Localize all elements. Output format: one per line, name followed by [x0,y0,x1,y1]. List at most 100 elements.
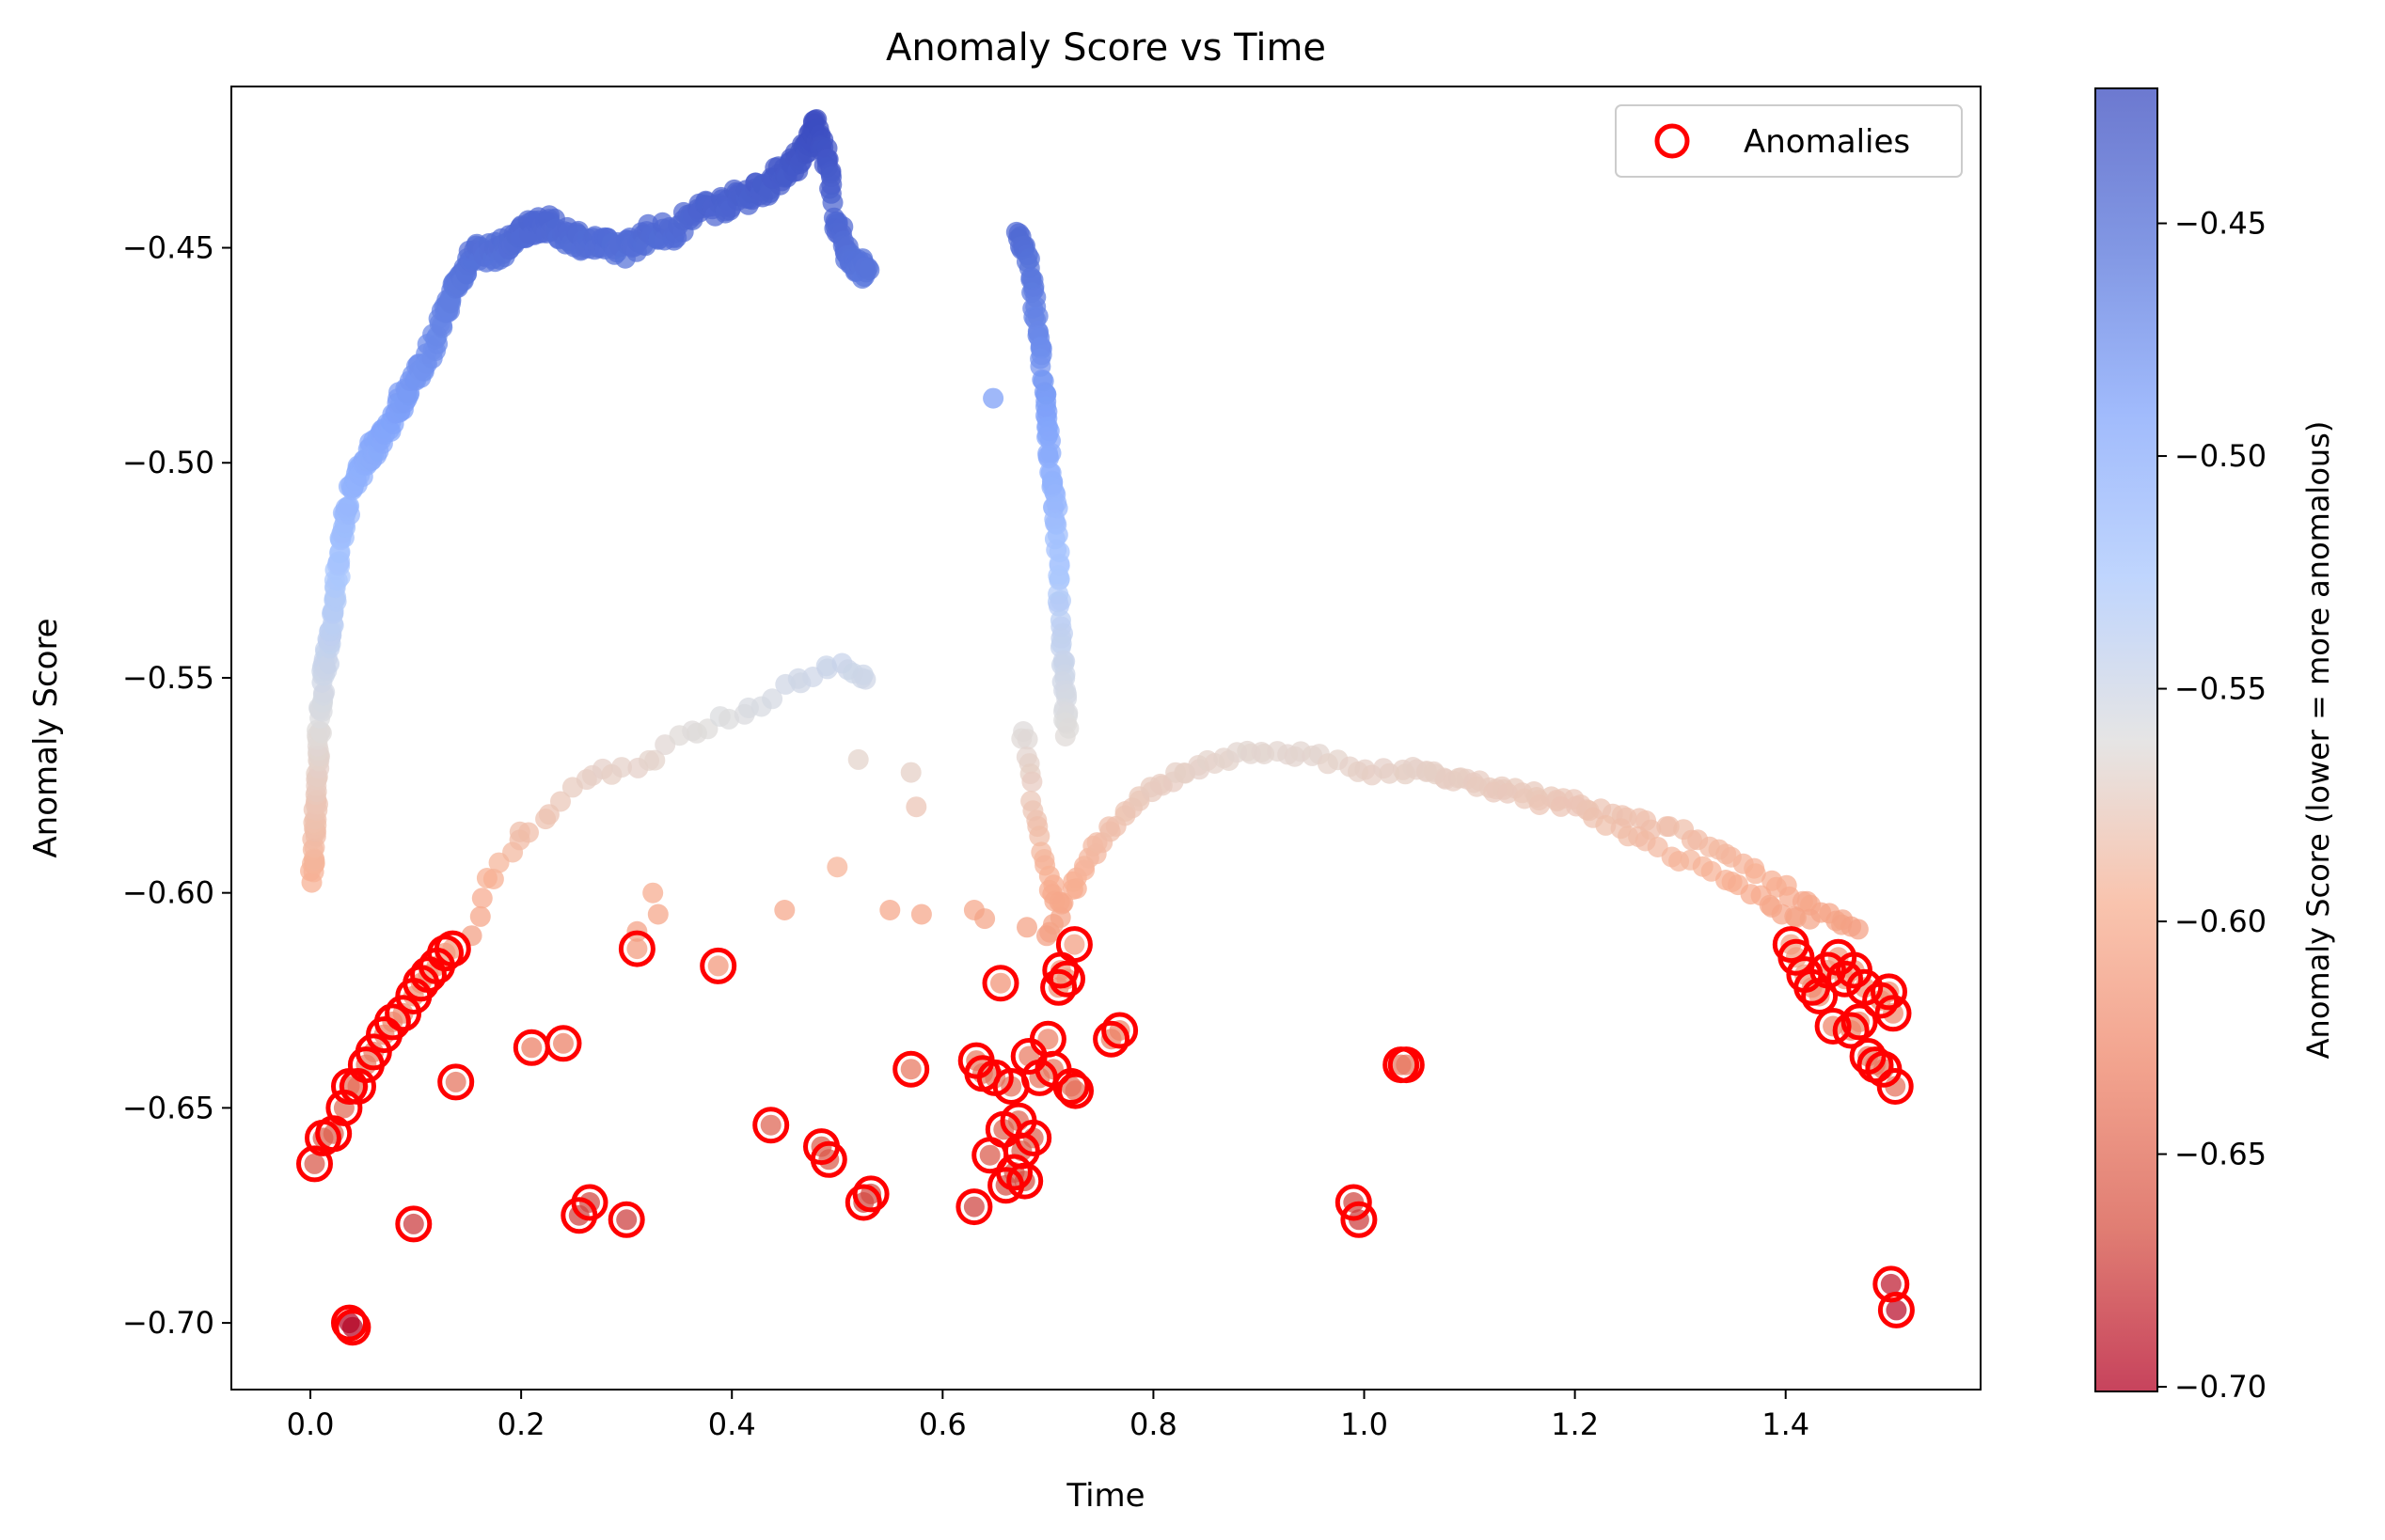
colorbar-ticks: −0.45 −0.50 −0.55 −0.60 −0.65 −0.70 [2157,206,2267,1405]
data-point [707,955,729,977]
anomaly-marker [1049,960,1085,998]
data-point [445,1071,466,1092]
colorbar-tick-label: −0.50 [2174,438,2267,474]
anomaly-marker [1862,982,1900,1019]
anomaly-marker [956,1188,993,1226]
colorbar: −0.45 −0.50 −0.55 −0.60 −0.65 −0.70 Anomaly S… [2094,87,2336,1405]
data-point [852,664,874,685]
x-axis: 0.0 0.2 0.4 0.6 0.8 1.0 1.2 1.4 [287,1390,1809,1442]
colorbar-tick-label: −0.65 [2174,1137,2267,1172]
anomaly-marker [437,1063,475,1101]
data-point [827,856,848,878]
colorbar-label: Anomaly Score (lower = more anomalous) [2300,421,2336,1060]
legend-box [1615,104,1963,178]
data-point [815,655,837,677]
data-point [482,869,504,889]
legend-label-anomalies: Anomalies [1744,123,1910,161]
data-point [304,1153,325,1174]
anomaly-marker [1840,1003,1878,1041]
data-point [341,1316,363,1338]
data-point [1396,1054,1417,1076]
data-point [550,791,571,812]
x-tick-label: 1.0 [1340,1406,1388,1442]
data-point [822,192,844,213]
data-point [990,972,1011,994]
anomaly-marker [1877,1291,1915,1328]
chart-title: Anomaly Score vs Time [886,26,1326,70]
data-point [1065,1080,1086,1102]
data-point [1021,771,1043,793]
data-point [859,259,880,281]
data-point [319,653,340,675]
colorbar-tick-label: −0.70 [2174,1369,2267,1405]
y-tick-label: −0.60 [122,875,214,911]
data-point [339,495,360,517]
anomaly-marker [373,1003,411,1041]
anomaly-marker [340,1068,376,1105]
anomaly-marker [700,947,737,984]
data-point [963,1196,985,1218]
data-point [642,882,664,904]
anomaly-marker [810,1140,847,1178]
data-point [774,900,796,920]
anomaly-marker [1826,960,1863,998]
anomaly-marker [1006,1162,1044,1200]
anomaly-marker [545,1025,582,1062]
colorbar-tick-label: −0.55 [2174,671,2267,707]
x-tick-label: 1.2 [1551,1406,1599,1442]
data-point [719,708,739,730]
anomaly-marker [1093,1020,1130,1058]
anomaly-marker [1777,938,1815,976]
anomaly-marker [1814,1008,1852,1045]
points-layer [300,109,1907,1338]
data-point [1064,934,1085,955]
anomaly-marker [1801,978,1839,1014]
anomaly-marker [892,1050,930,1088]
data-point [471,888,493,909]
data-point [847,748,869,770]
data-point [983,387,1004,409]
data-point [616,1209,638,1231]
data-point [1799,908,1821,930]
y-tick-label: −0.55 [122,660,214,696]
anomaly-marker [571,1184,608,1221]
y-tick-label: −0.50 [122,445,214,480]
data-point [1880,1273,1902,1295]
legend-anomaly-marker [1654,123,1690,159]
data-point [553,1032,574,1054]
anomaly-marker [1335,1184,1372,1221]
data-point [1017,729,1038,750]
data-point [979,1144,1001,1166]
data-point [974,908,996,930]
anomaly-marker [434,930,471,967]
data-point [910,904,932,925]
anomaly-marker [1052,1068,1090,1105]
data-point [1745,863,1766,885]
anomaly-marker [1340,1201,1378,1238]
anomaly-marker [1832,1012,1870,1049]
data-point [626,938,648,960]
y-axis-label: Anomaly Score [27,618,65,857]
anomaly-marker [1057,1072,1094,1109]
anomaly-marker [752,1107,790,1144]
data-point [906,796,927,818]
anomaly-marker [1101,1012,1139,1049]
data-point [647,904,669,925]
data-point [1529,794,1550,815]
data-point [521,1037,543,1059]
x-axis-label: Time [1066,1477,1145,1515]
data-point [1049,891,1070,913]
anomaly-marker [852,1175,890,1213]
anomaly-marker [845,1184,882,1221]
y-tick-label: −0.70 [122,1305,214,1341]
data-point [403,1213,424,1234]
legend: Anomalies [1615,104,1963,178]
anomaly-marker [1874,995,1912,1032]
anomaly-marker [331,1304,368,1342]
anomaly-marker [982,965,1019,1002]
data-point [760,1114,782,1136]
anomaly-marker [1871,973,1907,1011]
anomaly-marker [1055,926,1093,964]
plot-frame [230,86,1982,1391]
